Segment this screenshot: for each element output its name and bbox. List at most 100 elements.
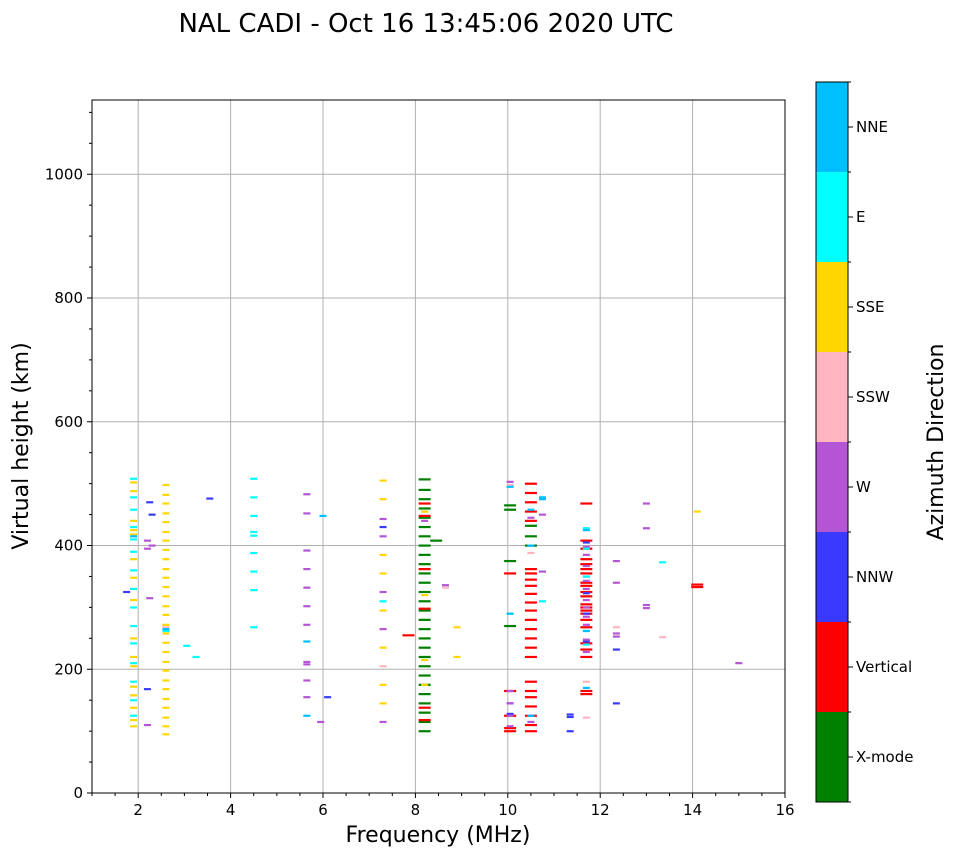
data-point-vertical bbox=[524, 572, 537, 575]
data-point-e bbox=[130, 569, 138, 572]
data-point-x-mode bbox=[418, 674, 431, 677]
data-point-ssw bbox=[659, 636, 667, 639]
colorbar-swatch bbox=[816, 712, 848, 802]
data-point-ssw bbox=[441, 586, 449, 589]
data-point-x-mode bbox=[418, 590, 431, 594]
data-point-e bbox=[130, 642, 138, 645]
data-point-vertical bbox=[524, 705, 537, 708]
data-point-vertical bbox=[691, 583, 704, 586]
colorbar-swatch bbox=[816, 442, 848, 532]
data-point-x-mode bbox=[418, 730, 431, 733]
data-point-sse bbox=[130, 529, 138, 532]
data-point-x-mode bbox=[418, 581, 431, 584]
colorbar-tick-label: W bbox=[856, 478, 871, 496]
data-point-w bbox=[143, 723, 151, 727]
data-point-vertical bbox=[580, 584, 593, 587]
data-point-vertical bbox=[580, 581, 593, 584]
data-point-w bbox=[642, 606, 650, 610]
data-point-vertical bbox=[524, 723, 537, 727]
data-point-x-mode bbox=[504, 504, 517, 507]
data-point-x-mode bbox=[418, 646, 431, 649]
data-point-w bbox=[612, 559, 620, 563]
data-point-x-mode bbox=[418, 488, 431, 492]
data-point-sse bbox=[162, 595, 170, 598]
data-point-e bbox=[130, 587, 138, 591]
data-point-w bbox=[582, 606, 590, 609]
data-point-w bbox=[303, 605, 311, 608]
data-point-w bbox=[379, 628, 387, 631]
data-point-w bbox=[582, 623, 590, 626]
colorbar-tick-label: SSE bbox=[856, 298, 885, 316]
data-point-vertical bbox=[524, 696, 537, 699]
data-point-sse bbox=[162, 679, 170, 682]
data-point-e bbox=[582, 547, 590, 550]
data-point-vertical bbox=[504, 730, 517, 733]
data-point-vertical bbox=[580, 595, 593, 598]
data-point-x-mode bbox=[504, 508, 517, 511]
data-point-ssw bbox=[506, 483, 514, 487]
data-point-w bbox=[303, 493, 311, 496]
data-point-w bbox=[441, 584, 449, 587]
data-point-w bbox=[148, 544, 156, 547]
data-point-e bbox=[130, 662, 138, 665]
data-point-w bbox=[379, 535, 387, 538]
data-point-w bbox=[582, 545, 590, 548]
data-point-w bbox=[582, 564, 590, 568]
data-point-w bbox=[582, 615, 590, 618]
data-point-nne bbox=[130, 535, 138, 538]
data-point-w bbox=[146, 597, 154, 600]
data-point-e bbox=[130, 606, 138, 609]
data-point-vertical bbox=[580, 642, 593, 645]
data-point-sse bbox=[162, 725, 170, 728]
data-point-nnw bbox=[146, 501, 154, 504]
data-marks bbox=[123, 477, 743, 736]
data-point-sse bbox=[421, 510, 429, 513]
data-point-sse bbox=[379, 572, 387, 575]
data-point-w bbox=[582, 638, 590, 641]
data-point-w bbox=[303, 586, 311, 589]
data-point-sse bbox=[162, 568, 170, 571]
data-point-w bbox=[506, 702, 514, 705]
data-point-w bbox=[303, 568, 311, 571]
data-point-vertical bbox=[504, 572, 517, 575]
data-point-w bbox=[303, 660, 311, 664]
data-point-vertical bbox=[524, 730, 537, 733]
data-point-sse bbox=[162, 688, 170, 691]
y-tick-label: 0 bbox=[73, 784, 83, 802]
data-point-vertical bbox=[524, 646, 537, 649]
data-point-e bbox=[379, 600, 387, 603]
data-point-e bbox=[130, 508, 138, 511]
data-point-e bbox=[192, 655, 200, 659]
data-point-x-mode bbox=[418, 478, 431, 481]
data-point-e bbox=[250, 477, 258, 480]
data-point-sse bbox=[162, 483, 170, 487]
data-point-x-mode bbox=[524, 535, 537, 538]
data-point-sse bbox=[162, 539, 170, 542]
data-point-vertical bbox=[580, 572, 593, 575]
data-point-nne bbox=[303, 640, 311, 643]
data-point-sse bbox=[162, 697, 170, 701]
colorbar-swatch bbox=[816, 532, 848, 622]
data-point-sse bbox=[162, 502, 170, 505]
data-point-sse bbox=[162, 558, 170, 561]
data-point-nnw bbox=[123, 590, 131, 594]
data-point-vertical bbox=[524, 491, 537, 495]
data-point-e bbox=[130, 680, 138, 683]
data-point-sse bbox=[130, 694, 138, 697]
data-point-nnw bbox=[379, 525, 387, 529]
data-point-nne bbox=[527, 544, 535, 547]
data-point-w bbox=[303, 512, 311, 515]
colorbar-tick-label: Vertical bbox=[856, 658, 912, 676]
data-point-e bbox=[582, 527, 590, 530]
data-point-sse bbox=[130, 685, 138, 688]
data-point-sse bbox=[421, 683, 429, 686]
data-point-w bbox=[735, 662, 743, 665]
data-point-x-mode bbox=[418, 498, 431, 501]
data-point-ssw bbox=[162, 626, 170, 629]
data-point-w bbox=[538, 570, 546, 573]
data-point-x-mode bbox=[418, 609, 431, 612]
data-point-sse bbox=[130, 481, 138, 484]
x-tick-label: 6 bbox=[318, 801, 328, 819]
data-point-vertical bbox=[524, 568, 537, 571]
data-point-vertical bbox=[580, 603, 593, 606]
